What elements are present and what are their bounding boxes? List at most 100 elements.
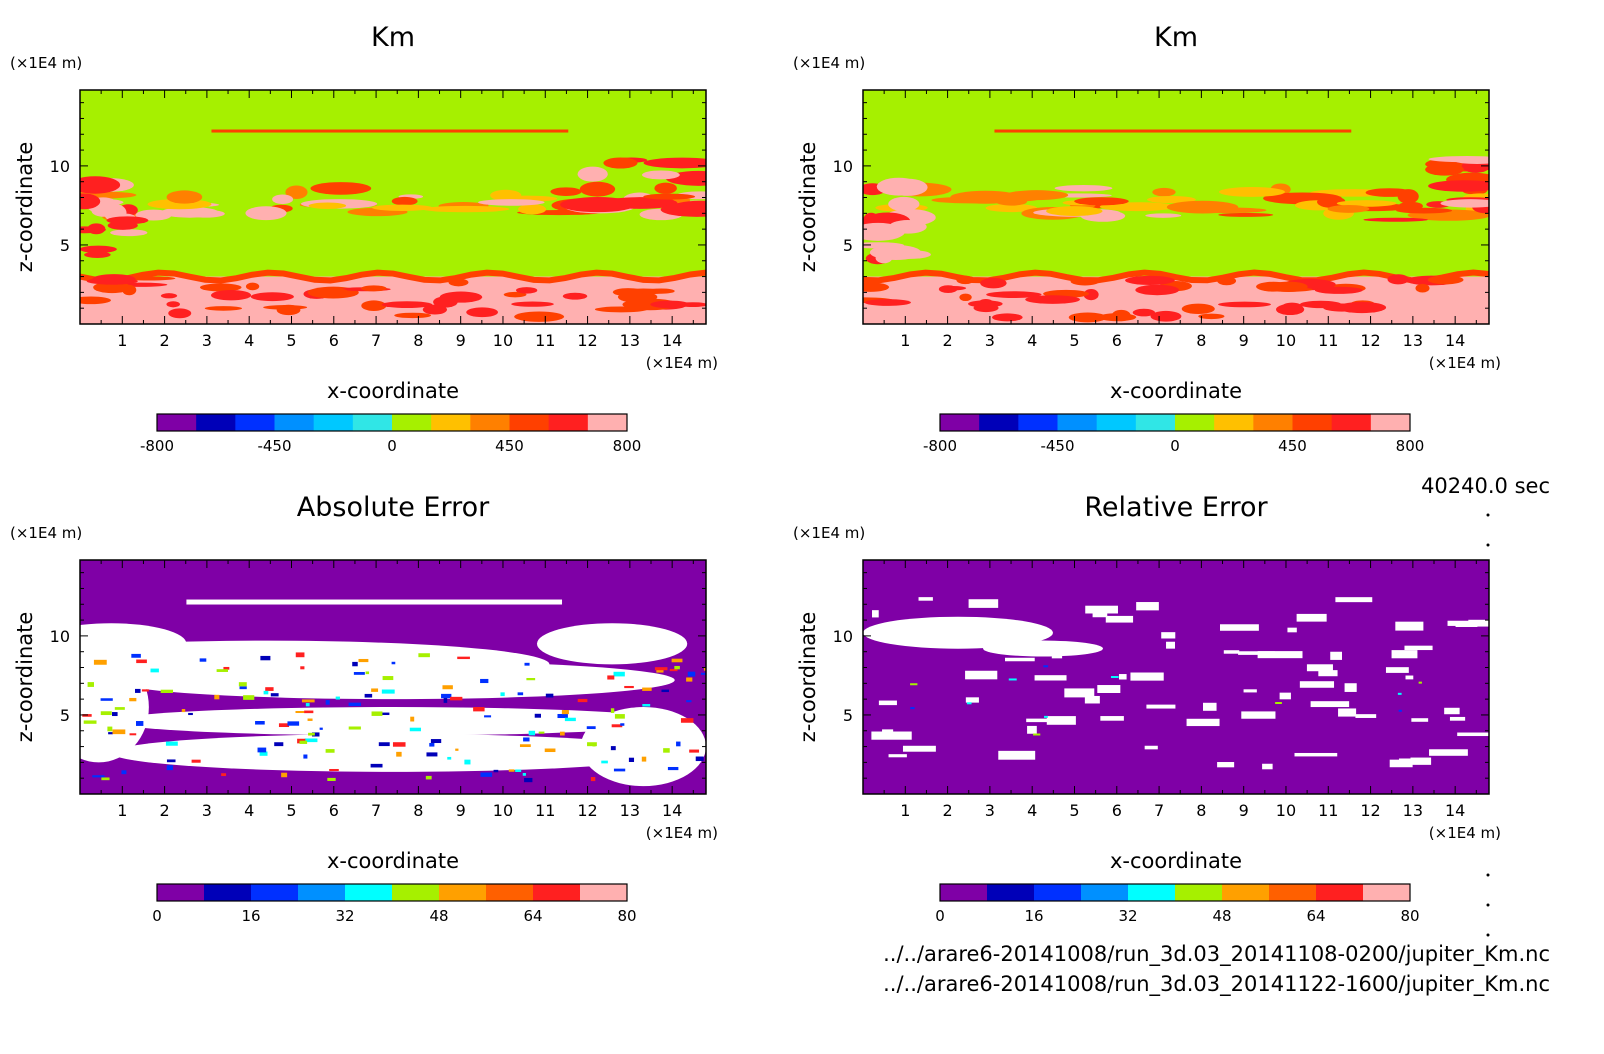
- blob: [80, 245, 117, 253]
- colorbar-swatch: [313, 414, 354, 431]
- error-speck: [214, 694, 220, 700]
- white-region: [536, 623, 688, 665]
- colorbar-label: 64: [523, 907, 542, 925]
- x-tick-label: 1: [900, 801, 910, 820]
- blob: [959, 293, 972, 302]
- error-speck: [278, 723, 290, 728]
- colorbar-swatch: [1057, 414, 1098, 431]
- error-speck: [1418, 681, 1422, 684]
- error-speck: [687, 671, 696, 677]
- x-tick-label: 6: [329, 801, 339, 820]
- error-speck: [101, 777, 110, 781]
- blob: [579, 181, 616, 197]
- blob: [980, 277, 1007, 289]
- blob: [285, 185, 308, 200]
- error-speck: [430, 739, 442, 744]
- white-region: [111, 661, 675, 700]
- blob: [1145, 213, 1182, 218]
- x-axis-label: x-coordinate: [327, 379, 459, 403]
- error-speck: [534, 713, 541, 718]
- colorbar-label: 800: [613, 437, 642, 455]
- error-speck: [270, 693, 279, 697]
- error-speck: [610, 746, 616, 751]
- decor-dot: [1486, 873, 1490, 877]
- blob: [381, 301, 433, 309]
- error-speck: [517, 692, 524, 696]
- white-region: [111, 707, 675, 736]
- error-speck: [614, 714, 625, 719]
- error-speck: [671, 658, 683, 663]
- error-speck: [239, 686, 247, 690]
- blob: [106, 216, 149, 225]
- error-speck: [910, 707, 915, 710]
- error-speck: [108, 732, 113, 735]
- decor-dot: [1486, 933, 1490, 937]
- white-patch: [1355, 714, 1377, 718]
- white-patch: [1405, 675, 1414, 680]
- colorbar-label: 16: [241, 907, 260, 925]
- error-speck: [325, 700, 330, 705]
- white-patch: [1084, 695, 1100, 704]
- error-speck: [577, 698, 588, 703]
- x-tick-label: 2: [160, 801, 170, 820]
- error-speck: [473, 707, 485, 712]
- x-tick-label: 4: [1027, 801, 1037, 820]
- colorbar-swatch: [1018, 414, 1058, 431]
- file-path-1: ../../arare6-20141008/run_3d.03_20141108…: [883, 942, 1550, 966]
- white-patch: [965, 670, 998, 680]
- colorbar-swatch: [1096, 414, 1137, 431]
- error-speck: [559, 731, 565, 736]
- blob: [1428, 180, 1489, 192]
- white-patch: [1457, 732, 1489, 737]
- blob: [1132, 308, 1156, 317]
- blob: [466, 307, 498, 318]
- x-tick-label: 8: [1196, 331, 1206, 350]
- blob: [422, 304, 447, 315]
- x-tick-label: 4: [244, 331, 254, 350]
- y-axis-label: z-coordinate: [13, 142, 37, 273]
- blob: [87, 223, 106, 235]
- colorbar-swatch: [431, 414, 471, 431]
- error-speck: [611, 724, 623, 728]
- blob: [1337, 301, 1387, 314]
- error-speck: [613, 768, 626, 772]
- x-tick-label: 6: [329, 331, 339, 350]
- colorbar-frame: [939, 883, 1411, 902]
- x-tick-label: 7: [371, 331, 381, 350]
- blob: [360, 285, 387, 292]
- error-speck: [216, 669, 229, 672]
- blob: [1396, 207, 1453, 214]
- x-tick-label: 14: [662, 331, 682, 350]
- colorbar-label: 48: [1212, 907, 1231, 925]
- blob: [888, 220, 927, 234]
- colorbar-label: 450: [495, 437, 524, 455]
- error-speck: [425, 775, 432, 780]
- error-speck: [1008, 678, 1017, 681]
- white-patch: [1389, 759, 1413, 768]
- x-tick-label: 10: [493, 331, 513, 350]
- colorbar-swatch: [345, 884, 393, 901]
- blob: [1218, 212, 1274, 217]
- x-tick-label: 9: [456, 331, 466, 350]
- x-tick-label: 7: [1154, 331, 1164, 350]
- error-speck: [100, 698, 113, 701]
- white-patch: [1447, 620, 1489, 626]
- error-speck: [1110, 676, 1119, 679]
- blob: [643, 193, 696, 200]
- blob: [245, 282, 260, 291]
- error-speck: [165, 741, 178, 746]
- error-speck: [260, 655, 271, 661]
- error-speck: [1397, 692, 1402, 695]
- error-speck: [295, 711, 305, 714]
- blob: [361, 300, 387, 311]
- error-speck: [418, 653, 430, 658]
- plot-frame: [862, 559, 1490, 795]
- white-patch: [1257, 651, 1303, 659]
- error-speck: [515, 769, 522, 772]
- error-speck: [508, 769, 515, 772]
- blob: [308, 202, 347, 209]
- white-patch: [1064, 688, 1095, 698]
- blob: [110, 229, 148, 237]
- colorbar-swatch: [470, 414, 510, 431]
- error-speck: [238, 682, 247, 687]
